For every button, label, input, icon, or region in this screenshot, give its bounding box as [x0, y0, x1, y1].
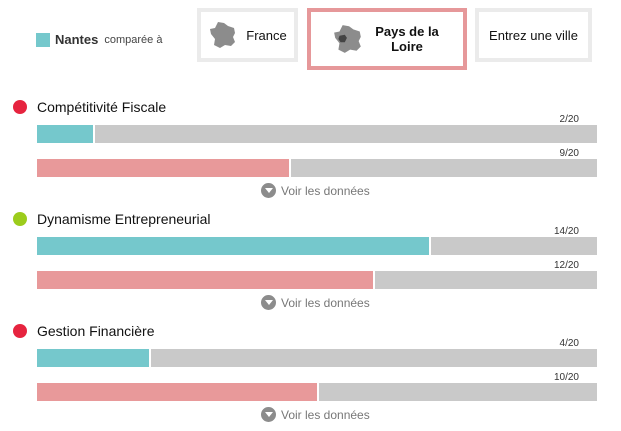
city-score: 14/20 [553, 226, 579, 237]
city-bar-fill [37, 125, 95, 143]
show-data-toggle[interactable]: Voir les données [261, 183, 370, 198]
region-bar [37, 159, 597, 177]
tab-france-label: France [246, 27, 287, 43]
section-title-financial: Gestion Financière [13, 323, 155, 339]
status-dot [13, 100, 27, 114]
tab-france[interactable]: France [197, 8, 298, 62]
show-data-label: Voir les données [281, 407, 370, 422]
show-data-toggle[interactable]: Voir les données [261, 295, 370, 310]
show-data-label: Voir les données [281, 295, 370, 310]
region-bar-fill [37, 383, 319, 401]
legend-compared-label: comparée à [104, 33, 163, 46]
city-bar-fill [37, 349, 151, 367]
region-bar [37, 271, 597, 289]
section-title-text: Gestion Financière [37, 323, 155, 339]
city-score: 4/20 [559, 338, 579, 349]
section-title-text: Compétitivité Fiscale [37, 99, 167, 115]
city-bar [37, 349, 597, 367]
tab-enter-city[interactable]: Entrez une ville [475, 8, 592, 62]
city-bar-fill [37, 237, 431, 255]
city-bar [37, 125, 597, 143]
section-title-dynamism: Dynamisme Entrepreneurial [13, 211, 211, 227]
legend: Nantes comparée à [36, 32, 162, 47]
chevron-down-icon [261, 295, 276, 310]
france-map-region-icon [334, 25, 361, 53]
region-score: 10/20 [553, 372, 579, 383]
city-color-swatch [36, 32, 50, 47]
chevron-down-icon [261, 183, 276, 198]
tab-enter-city-label: Entrez une ville [489, 27, 578, 43]
chevron-down-icon [261, 407, 276, 422]
legend-city-name: Nantes [55, 32, 99, 47]
show-data-label: Voir les données [281, 183, 370, 198]
tab-region-label: Pays de la Loire [375, 24, 439, 54]
status-dot [13, 324, 27, 338]
status-dot [13, 212, 27, 226]
section-title-text: Dynamisme Entrepreneurial [37, 211, 211, 227]
tab-pays-de-la-loire[interactable]: Pays de la Loire [307, 8, 467, 70]
show-data-toggle[interactable]: Voir les données [261, 407, 370, 422]
city-score: 2/20 [559, 114, 579, 125]
region-score: 12/20 [553, 260, 579, 271]
city-bar [37, 237, 597, 255]
region-bar-fill [37, 271, 375, 289]
region-score: 9/20 [559, 148, 579, 159]
region-bar-fill [37, 159, 291, 177]
france-map-icon [210, 22, 236, 48]
section-title-fiscal: Compétitivité Fiscale [13, 99, 166, 115]
region-bar [37, 383, 597, 401]
